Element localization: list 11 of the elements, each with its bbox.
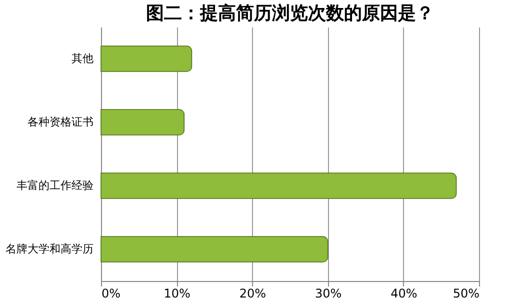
x-tick-label: 10% xyxy=(164,286,190,300)
y-tick-label: 名牌大学和高学历 xyxy=(6,242,94,256)
chart-title: 图二：提高简历浏览次数的原因是？ xyxy=(146,3,434,24)
x-tick-label: 20% xyxy=(239,286,266,300)
x-tick-label: 40% xyxy=(390,286,418,300)
y-tick-label: 其他 xyxy=(72,52,94,65)
x-tick-label: 0% xyxy=(102,286,121,300)
y-tick-label: 丰富的工作经验 xyxy=(16,178,94,192)
x-tick-label: 50% xyxy=(452,286,480,300)
y-tick-label: 各种资格证书 xyxy=(28,115,94,128)
x-tick-label: 30% xyxy=(314,286,342,300)
